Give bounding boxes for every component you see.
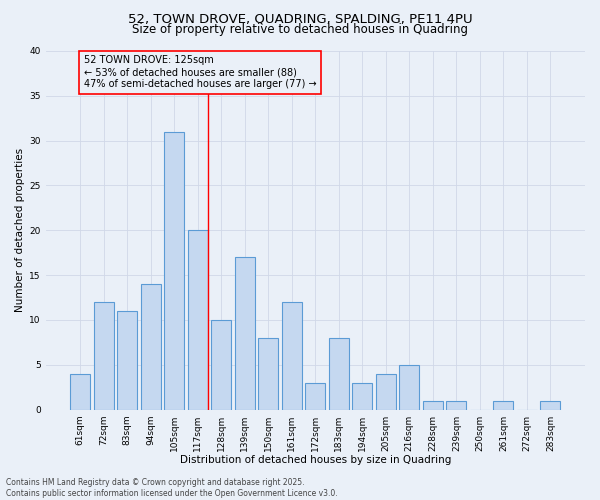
Bar — [305, 382, 325, 409]
Bar — [446, 400, 466, 409]
Text: 52, TOWN DROVE, QUADRING, SPALDING, PE11 4PU: 52, TOWN DROVE, QUADRING, SPALDING, PE11… — [128, 12, 472, 26]
Bar — [140, 284, 161, 410]
Bar — [235, 257, 254, 410]
Bar — [352, 382, 373, 409]
Bar — [70, 374, 90, 410]
Text: Contains HM Land Registry data © Crown copyright and database right 2025.
Contai: Contains HM Land Registry data © Crown c… — [6, 478, 338, 498]
Bar — [258, 338, 278, 409]
Bar — [400, 365, 419, 410]
Bar — [376, 374, 396, 410]
X-axis label: Distribution of detached houses by size in Quadring: Distribution of detached houses by size … — [179, 455, 451, 465]
Bar — [117, 311, 137, 410]
Bar — [188, 230, 208, 410]
Bar — [164, 132, 184, 409]
Text: 52 TOWN DROVE: 125sqm
← 53% of detached houses are smaller (88)
47% of semi-deta: 52 TOWN DROVE: 125sqm ← 53% of detached … — [83, 56, 316, 88]
Bar — [541, 400, 560, 409]
Bar — [423, 400, 443, 409]
Text: Size of property relative to detached houses in Quadring: Size of property relative to detached ho… — [132, 24, 468, 36]
Bar — [493, 400, 514, 409]
Bar — [211, 320, 231, 410]
Bar — [94, 302, 113, 410]
Bar — [282, 302, 302, 410]
Bar — [329, 338, 349, 409]
Y-axis label: Number of detached properties: Number of detached properties — [15, 148, 25, 312]
